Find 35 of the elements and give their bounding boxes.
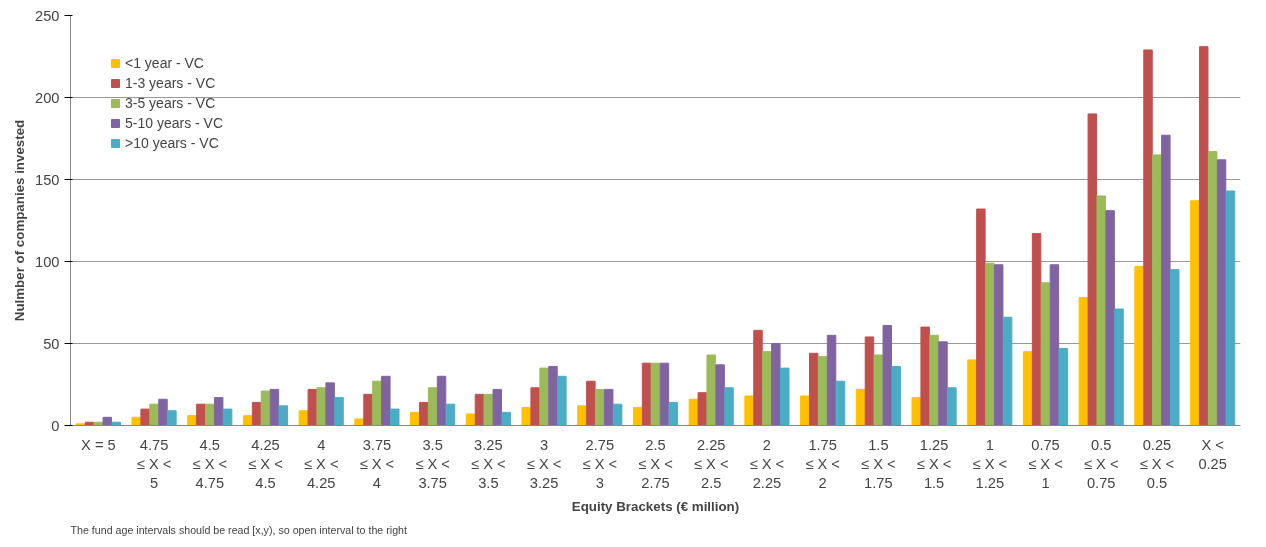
x-tick-label: 4.75 ≤ X < 5: [136, 436, 172, 491]
x-tick-label: X < 0.25: [1198, 436, 1227, 472]
x-tick-label: 0.75 ≤ X < 1: [1028, 436, 1063, 491]
y-tick-label: 150: [35, 171, 60, 188]
x-tick-label: X = 5: [81, 436, 116, 453]
x-tick-label: 2.75 ≤ X < 3: [582, 436, 618, 491]
legend-label: >10 years - VC: [125, 135, 219, 151]
x-tick-label: 3.25 ≤ X < 3.5: [471, 436, 506, 491]
y-tick-label: 100: [35, 253, 60, 270]
text: The fund age intervals should be read [x,y), so open interval to the right: [70, 523, 407, 536]
legend-label: <1 year - VC: [125, 55, 204, 71]
x-tick-label: 2.5 ≤ X < 2.75: [638, 436, 673, 491]
x-tick-label: 1.75 ≤ X < 2: [805, 436, 840, 491]
y-axis-title: Nulmber of companies invested: [12, 119, 28, 322]
x-tick-label: 1.5 ≤ X < 1.75: [861, 436, 896, 491]
x-tick-label: 1 ≤ X < 1.25: [972, 436, 1008, 491]
x-tick-label: 4.25 ≤ X < 4.5: [248, 436, 283, 491]
x-tick-label: 3.75 ≤ X < 4: [359, 436, 395, 491]
legend-label: 3-5 years - VC: [125, 95, 216, 111]
x-tick-label: 2 ≤ X < 2.25: [749, 436, 785, 491]
x-tick-label: 4.5 ≤ X < 4.75: [192, 436, 228, 491]
x-tick-label: 2.25 ≤ X < 2.5: [693, 436, 729, 491]
y-tick-label: 200: [35, 89, 60, 106]
y-tick-label: 0: [51, 417, 60, 434]
x-tick-label: 3.5 ≤ X < 3.75: [415, 436, 450, 491]
legend-label: 5-10 years - VC: [125, 115, 224, 131]
x-tick-label: 3 ≤ X < 3.25: [526, 436, 562, 491]
y-tick-label: 250: [35, 7, 60, 24]
x-tick-label: 4 ≤ X < 4.25: [303, 436, 339, 491]
x-tick-label: 1.25 ≤ X < 1.5: [916, 436, 952, 491]
legend-label: 1-3 years - VC: [125, 75, 216, 91]
y-tick-label: 50: [43, 335, 60, 352]
x-tick-label: 0.25 ≤ X < 0.5: [1139, 436, 1175, 491]
x-tick-label: 0.5 ≤ X < 0.75: [1083, 436, 1119, 491]
x-axis-title: Equity Brackets (€ million): [571, 498, 740, 514]
